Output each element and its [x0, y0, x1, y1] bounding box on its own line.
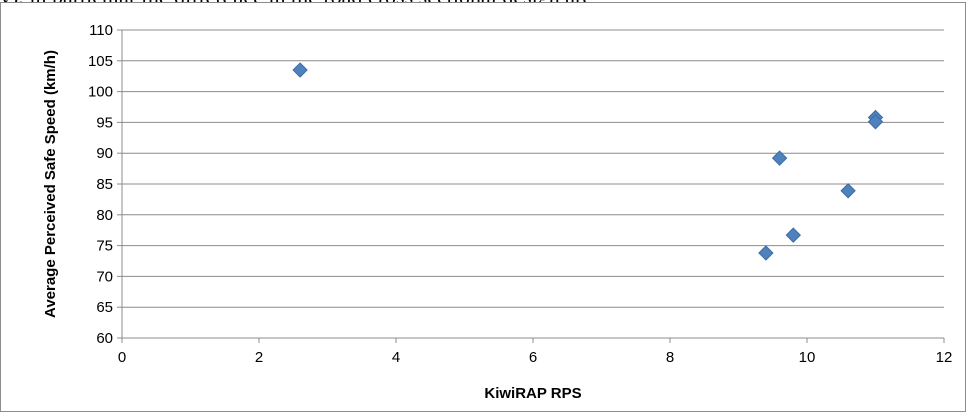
y-tick-label-65: 65 — [96, 299, 113, 316]
scatter-chart: 60 65 70 75 80 85 90 95 100 105 110 0 2 4 6 8 10 12 KiwiR… — [42, 22, 952, 402]
x-tick-label-2: 2 — [255, 349, 263, 366]
y-tick-label-75: 75 — [96, 238, 113, 255]
x-tick-label-8: 8 — [666, 349, 674, 366]
data-point-4 — [785, 227, 802, 243]
x-axis-title: KiwiRAP RPS — [484, 385, 581, 402]
data-point-1 — [292, 62, 308, 78]
y-tick-label-85: 85 — [96, 176, 113, 193]
y-tick-label-90: 90 — [96, 145, 113, 162]
y-tick-label-100: 100 — [88, 84, 113, 101]
tick-labels: 60 65 70 75 80 85 90 95 100 105 110 0 2 4 6 8 10 12 — [88, 22, 952, 366]
data-point-7 — [867, 114, 884, 130]
x-tick-label-0: 0 — [118, 349, 126, 366]
axes — [117, 29, 945, 343]
y-tick-label-70: 70 — [96, 268, 113, 285]
x-tick-label-4: 4 — [392, 349, 400, 366]
data-points — [292, 62, 884, 261]
gridlines — [122, 29, 944, 308]
y-tick-label-95: 95 — [96, 114, 113, 131]
x-tick-label-10: 10 — [799, 349, 816, 366]
y-tick-label-80: 80 — [96, 207, 113, 224]
data-point-3 — [771, 150, 788, 166]
y-tick-label-60: 60 — [96, 330, 113, 347]
x-tick-label-12: 12 — [936, 349, 953, 366]
y-tick-label-105: 105 — [88, 53, 113, 70]
y-axis-title: Average Perceived Safe Speed (km/h) — [42, 50, 59, 318]
data-point-2 — [758, 245, 774, 261]
data-point-5 — [840, 183, 856, 199]
y-tick-label-110: 110 — [89, 22, 113, 39]
x-tick-label-6: 6 — [529, 349, 537, 366]
